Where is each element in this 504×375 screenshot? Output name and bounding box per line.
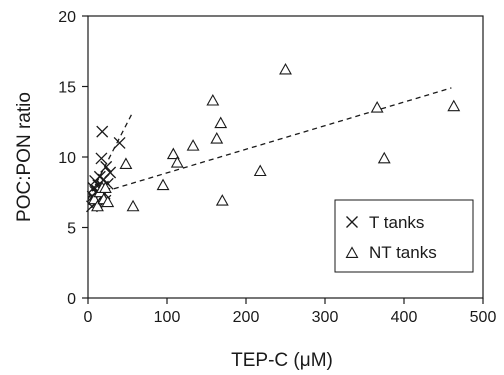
x-tick-label: 300 [312,309,339,326]
nt-tanks-point [156,178,170,191]
nt-tanks-point [186,139,200,151]
x-tick-label: 500 [470,309,497,326]
y-axis: 0 5 10 15 20 [58,9,88,308]
nt-tanks-point [377,151,391,164]
y-tick-label: 20 [58,9,76,26]
trendlines [87,87,452,200]
x-axis-title: TEP-C (μM) [231,350,333,371]
t-tanks-point [96,125,109,138]
data-points [85,62,461,213]
y-axis-title: POC:PON ratio [14,92,35,222]
legend-cross-marker [346,216,358,228]
nt-tanks-point [279,62,292,75]
legend-label: NT tanks [369,243,437,262]
nt-tanks-point [210,132,224,144]
x-tick-label: 0 [84,309,93,326]
t-tanks-trendline [87,114,133,200]
t-tanks-point [95,152,108,165]
legend: T tanks NT tanks [334,199,474,273]
nt-tanks-point [370,101,384,113]
nt-tanks-point [253,164,267,177]
y-tick-label: 5 [67,221,76,238]
x-tick-label: 400 [391,309,418,326]
nt-tanks-point [215,194,229,206]
x-tick-label: 200 [233,309,260,326]
nt-tanks-point [447,99,461,112]
nt-tanks-point [91,199,104,212]
t-tanks-point [104,166,117,179]
nt-tanks-point [206,93,220,106]
nt-tanks-point [101,195,115,208]
nt-tanks-trendline [87,87,452,198]
nt-tanks-point [126,199,140,212]
y-tick-label: 10 [58,150,76,167]
nt-tanks-point [98,181,112,193]
legend-box [334,199,474,273]
nt-tanks-point [170,156,184,168]
nt-tanks-point [166,147,180,160]
legend-label: T tanks [369,213,424,232]
t-tanks-point [113,136,126,149]
nt-tanks-point [119,157,133,169]
x-tick-label: 100 [154,309,181,326]
y-tick-label: 15 [58,80,76,97]
legend-triangle-marker [345,246,359,258]
x-axis: 0 100 200 300 400 500 [84,298,497,326]
t-tanks-point [100,160,113,173]
y-tick-label: 0 [67,291,76,308]
nt-tanks-point [214,116,228,129]
